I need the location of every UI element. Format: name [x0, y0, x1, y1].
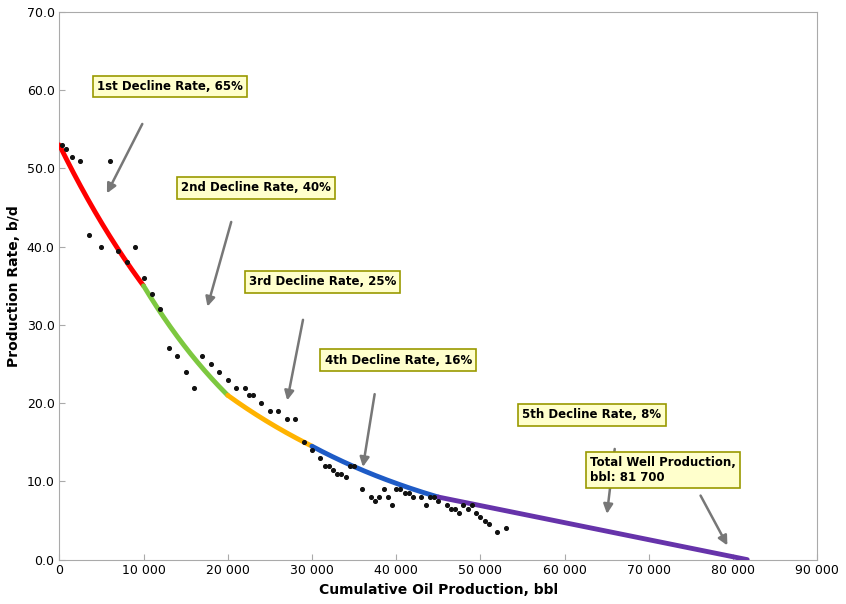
Point: [355, 484, 369, 494]
Point: [162, 344, 176, 353]
Point: [229, 383, 243, 393]
Point: [440, 500, 453, 510]
Point: [272, 406, 285, 416]
Point: [137, 273, 151, 283]
Point: [246, 391, 260, 400]
Point: [381, 492, 394, 502]
Point: [372, 492, 386, 502]
Point: [339, 473, 353, 483]
Point: [65, 152, 79, 161]
Point: [470, 508, 483, 518]
Point: [376, 484, 390, 494]
Point: [170, 352, 184, 361]
Point: [195, 352, 209, 361]
Point: [368, 496, 382, 506]
Point: [179, 367, 192, 377]
Point: [474, 512, 487, 521]
Text: 4th Decline Rate, 16%: 4th Decline Rate, 16%: [325, 353, 472, 367]
Point: [347, 461, 360, 471]
Point: [327, 465, 340, 475]
Text: Total Well Production,
bbl: 81 700: Total Well Production, bbl: 81 700: [590, 455, 736, 484]
Point: [389, 484, 403, 494]
Point: [154, 304, 168, 314]
Point: [212, 367, 226, 377]
Point: [82, 230, 96, 240]
Point: [398, 488, 411, 498]
Point: [59, 144, 73, 153]
Text: 1st Decline Rate, 65%: 1st Decline Rate, 65%: [97, 80, 243, 93]
Point: [331, 469, 344, 478]
Point: [457, 500, 470, 510]
Text: 2nd Decline Rate, 40%: 2nd Decline Rate, 40%: [181, 181, 332, 194]
Point: [482, 519, 496, 529]
Point: [419, 500, 432, 510]
Point: [385, 500, 398, 510]
Point: [55, 140, 69, 150]
Point: [406, 492, 420, 502]
Point: [280, 414, 294, 423]
Point: [288, 414, 302, 423]
Point: [120, 257, 134, 267]
Point: [297, 437, 310, 447]
Point: [74, 156, 87, 165]
X-axis label: Cumulative Oil Production, bbl: Cumulative Oil Production, bbl: [319, 583, 558, 597]
Point: [305, 445, 319, 455]
Point: [187, 383, 201, 393]
Point: [444, 504, 458, 513]
Point: [129, 242, 142, 251]
Point: [465, 500, 479, 510]
Point: [478, 516, 492, 525]
Y-axis label: Production Rate, b/d: Production Rate, b/d: [7, 205, 21, 367]
Point: [335, 469, 349, 478]
Point: [364, 492, 377, 502]
Point: [263, 406, 277, 416]
Point: [402, 488, 415, 498]
Point: [112, 246, 125, 255]
Point: [242, 391, 255, 400]
Point: [491, 527, 504, 537]
Point: [461, 504, 475, 513]
Point: [393, 484, 407, 494]
Point: [221, 375, 234, 385]
Point: [343, 461, 357, 471]
Point: [431, 496, 445, 506]
Point: [423, 492, 437, 502]
Point: [103, 156, 117, 165]
Point: [204, 359, 217, 369]
Point: [448, 504, 462, 513]
Point: [322, 461, 336, 471]
Text: 5th Decline Rate, 8%: 5th Decline Rate, 8%: [523, 408, 662, 422]
Point: [238, 383, 251, 393]
Point: [318, 461, 332, 471]
Point: [95, 242, 108, 251]
Point: [255, 398, 268, 408]
Point: [499, 524, 513, 533]
Point: [415, 492, 428, 502]
Point: [427, 492, 441, 502]
Point: [314, 453, 327, 463]
Text: 3rd Decline Rate, 25%: 3rd Decline Rate, 25%: [249, 275, 396, 288]
Point: [146, 289, 159, 298]
Point: [453, 508, 466, 518]
